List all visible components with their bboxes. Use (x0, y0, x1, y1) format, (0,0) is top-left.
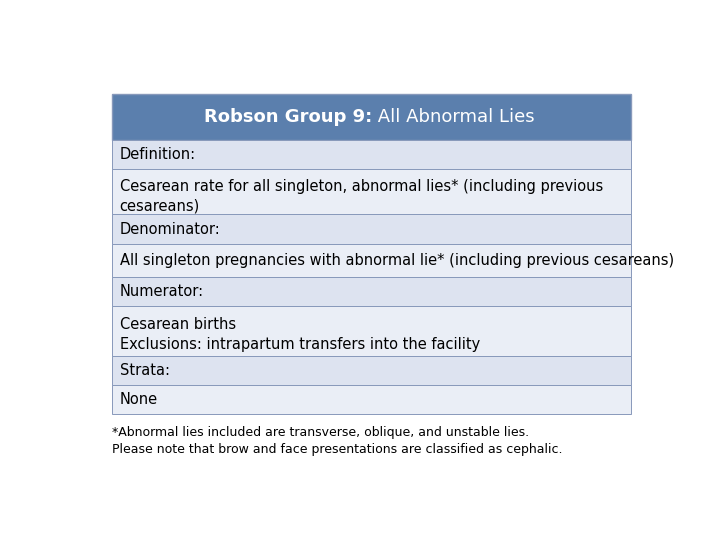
Text: Definition:: Definition: (120, 147, 196, 161)
Text: Cesarean rate for all singleton, abnormal lies* (including previous
cesareans): Cesarean rate for all singleton, abnorma… (120, 179, 603, 214)
Text: All Abnormal Lies: All Abnormal Lies (372, 108, 534, 126)
Text: Strata:: Strata: (120, 363, 170, 378)
Text: Cesarean births
Exclusions: intrapartum transfers into the facility: Cesarean births Exclusions: intrapartum … (120, 317, 480, 352)
Bar (112, 214, 631, 244)
Bar (112, 140, 631, 168)
Text: Please note that brow and face presentations are classified as cephalic.: Please note that brow and face presentat… (112, 443, 563, 456)
Bar (112, 94, 631, 140)
Text: Denominator:: Denominator: (120, 221, 220, 237)
Bar (112, 277, 631, 306)
Text: None: None (120, 392, 158, 407)
Bar (112, 244, 631, 277)
Text: Numerator:: Numerator: (120, 284, 204, 299)
Bar (112, 168, 631, 214)
Bar (112, 306, 631, 356)
Text: Robson Group 9:: Robson Group 9: (204, 108, 372, 126)
Bar (112, 356, 631, 385)
Text: All singleton pregnancies with abnormal lie* (including previous cesareans): All singleton pregnancies with abnormal … (120, 253, 674, 268)
Bar (112, 385, 631, 414)
Text: *Abnormal lies included are transverse, oblique, and unstable lies.: *Abnormal lies included are transverse, … (112, 426, 529, 439)
